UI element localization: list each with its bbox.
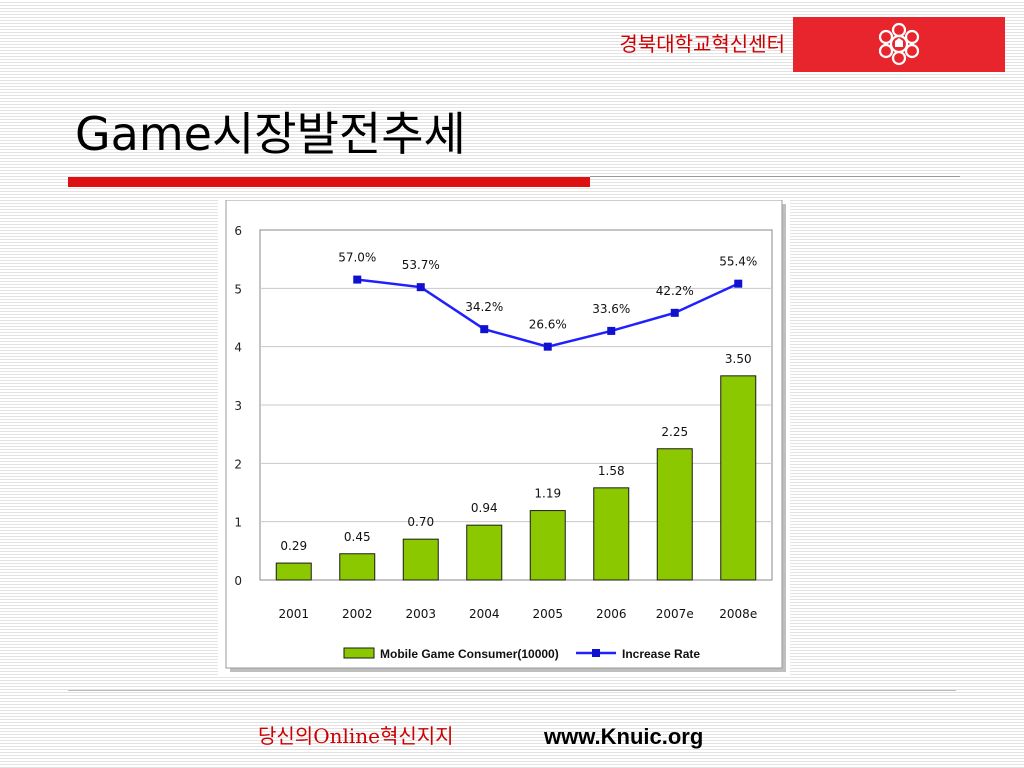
legend-line-marker	[592, 649, 600, 657]
title-underline	[68, 177, 590, 187]
line-marker	[734, 279, 743, 288]
y-tick-label: 6	[234, 224, 242, 238]
combo-chart: 0 1 2 3 4 5 6 0.29 0.45 0.70 0.94 1.19 1.58 2.25 3.50 2…	[225, 200, 786, 672]
legend-bar-label: Mobile Game Consumer(10000)	[380, 647, 559, 661]
logo-banner	[793, 17, 1005, 72]
y-tick-label: 5	[234, 282, 242, 296]
line-value-label: 55.4%	[719, 255, 757, 269]
x-tick-label: 2007e	[656, 607, 694, 621]
line-marker	[543, 342, 552, 351]
line-marker	[416, 283, 425, 292]
line-value-label: 42.2%	[656, 284, 694, 298]
bar-value-label: 0.45	[344, 530, 371, 544]
y-tick-label: 1	[234, 516, 242, 530]
bar-value-label: 3.50	[725, 352, 752, 366]
bar	[529, 510, 566, 581]
slide-title: Game시장발전추세	[75, 107, 466, 161]
line-marker	[353, 275, 362, 284]
bar	[466, 524, 503, 581]
line-marker	[607, 326, 616, 335]
bar	[656, 448, 693, 581]
bar	[402, 538, 439, 581]
bar-value-label: 1.58	[598, 464, 625, 478]
y-tick-label: 4	[234, 341, 242, 355]
footer-divider	[68, 690, 956, 691]
line-marker	[670, 308, 679, 317]
bar	[593, 487, 630, 581]
line-value-label: 34.2%	[465, 300, 503, 314]
bar-value-label: 0.29	[280, 539, 307, 553]
chart-panel: 0 1 2 3 4 5 6 0.29 0.45 0.70 0.94 1.19 1.58 2.25 3.50 2…	[218, 200, 790, 676]
line-value-label: 57.0%	[338, 251, 376, 265]
bar	[339, 553, 376, 581]
line-value-label: 33.6%	[592, 302, 630, 316]
org-name: 경북대학교혁신센터	[619, 32, 785, 56]
bar-value-label: 0.94	[471, 501, 498, 515]
y-tick-label: 2	[234, 457, 242, 471]
y-tick-label: 3	[234, 399, 242, 413]
bar	[275, 562, 312, 581]
x-tick-label: 2004	[469, 607, 500, 621]
x-tick-label: 2008e	[719, 607, 757, 621]
footer-url[interactable]: www.Knuic.org	[544, 724, 704, 749]
x-tick-label: 2006	[596, 607, 627, 621]
university-emblem-icon	[878, 22, 920, 66]
title-divider	[590, 176, 960, 177]
x-tick-label: 2005	[532, 607, 563, 621]
legend-line-label: Increase Rate	[622, 647, 700, 661]
line-value-label: 53.7%	[402, 258, 440, 272]
bar-value-label: 0.70	[407, 515, 434, 529]
y-tick-label: 0	[234, 574, 242, 588]
x-tick-label: 2002	[342, 607, 373, 621]
legend-bar-swatch	[343, 647, 375, 659]
bar	[720, 375, 757, 581]
bar-value-label: 1.19	[534, 487, 561, 501]
bar-value-label: 2.25	[661, 425, 688, 439]
line-marker	[480, 325, 489, 334]
x-tick-label: 2003	[405, 607, 436, 621]
line-value-label: 26.6%	[529, 318, 567, 332]
x-tick-label: 2001	[278, 607, 309, 621]
footer-slogan: 당신의Online혁신지지	[258, 724, 454, 748]
